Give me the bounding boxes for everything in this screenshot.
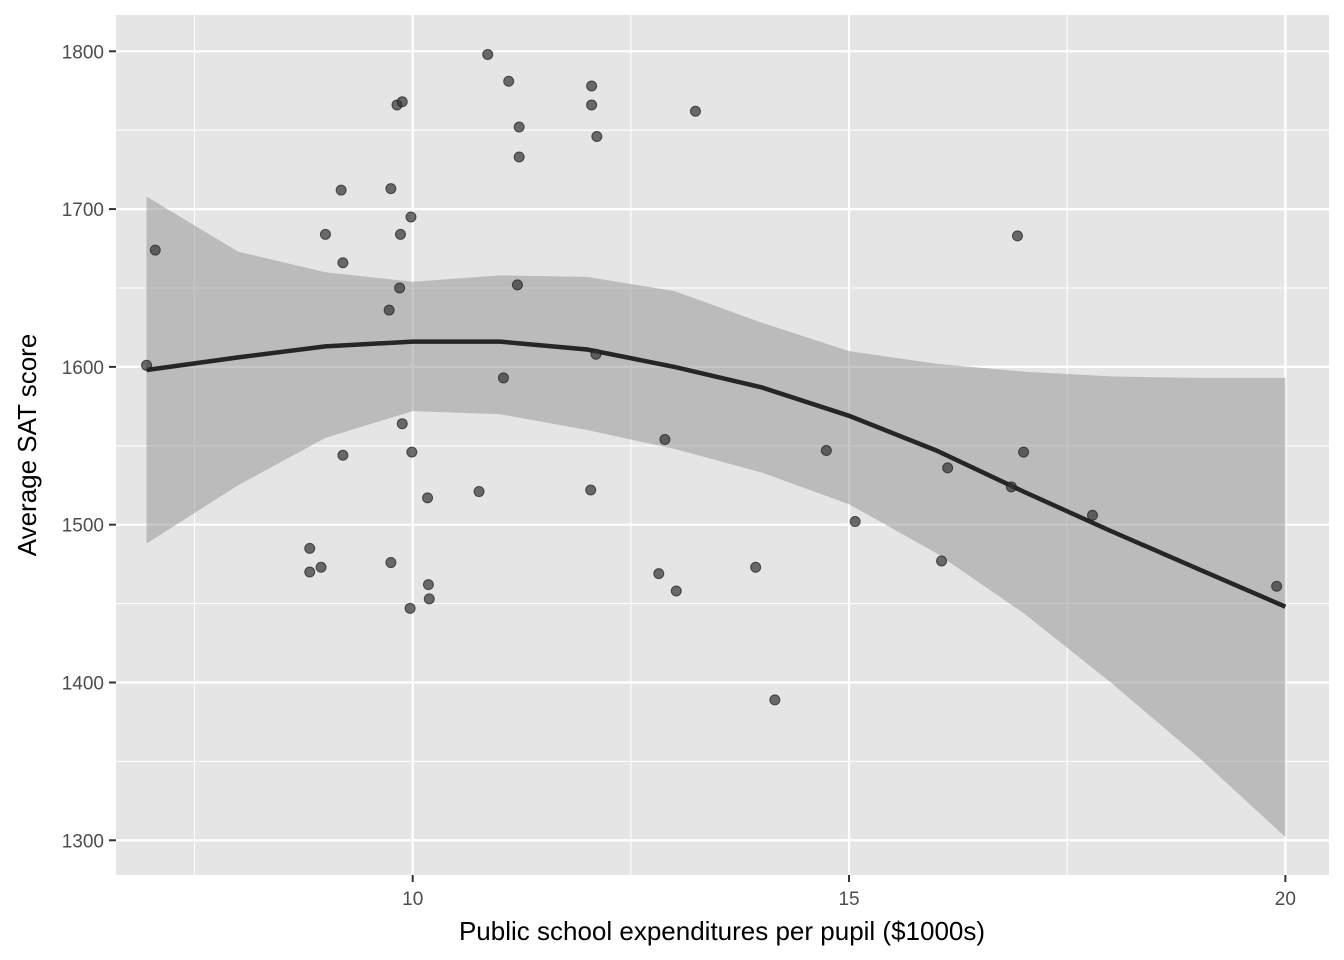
data-point — [585, 484, 597, 496]
y-tick-label: 1300 — [62, 831, 104, 852]
data-point — [586, 99, 598, 111]
data-point — [385, 183, 397, 195]
data-point — [591, 131, 603, 143]
data-point — [659, 433, 671, 445]
data-point — [141, 359, 153, 371]
data-point — [586, 80, 598, 92]
data-point — [513, 121, 525, 133]
data-point — [473, 486, 485, 498]
data-point — [385, 557, 397, 569]
data-point — [769, 694, 781, 706]
data-point — [1018, 446, 1030, 458]
data-point — [422, 579, 434, 591]
data-point — [653, 568, 665, 580]
data-point — [482, 48, 494, 60]
x-tick-label: 15 — [838, 889, 859, 910]
data-point — [689, 105, 701, 117]
data-point — [503, 75, 515, 87]
data-point — [1271, 580, 1283, 592]
data-point — [511, 279, 523, 291]
x-axis-ticks: 10 15 20 — [402, 875, 1296, 910]
data-point — [337, 449, 349, 461]
smooth-line — [146, 339, 1287, 609]
confidence-band — [146, 196, 1286, 838]
data-point — [304, 566, 316, 578]
data-point — [335, 184, 347, 196]
x-axis-title: Public school expenditures per pupil ($1… — [459, 916, 985, 946]
data-point — [497, 372, 509, 384]
y-tick-label: 1800 — [62, 42, 104, 63]
data-point — [304, 542, 316, 554]
y-tick-label: 1700 — [62, 200, 104, 221]
data-point — [1011, 230, 1023, 242]
data-point — [337, 257, 349, 269]
data-point — [396, 418, 408, 430]
data-point — [423, 593, 435, 605]
data-point — [942, 462, 954, 474]
y-tick-label: 1600 — [62, 358, 104, 379]
y-tick-label: 1400 — [62, 673, 104, 694]
data-point — [394, 228, 406, 240]
y-tick-label: 1500 — [62, 516, 104, 537]
data-point — [936, 555, 948, 567]
data-point — [670, 585, 682, 597]
data-point — [422, 492, 434, 504]
data-point — [319, 228, 331, 240]
x-tick-label: 10 — [402, 889, 423, 910]
data-point — [513, 151, 525, 163]
data-point — [1087, 509, 1099, 521]
data-point — [396, 96, 408, 108]
data-points — [141, 48, 1283, 706]
data-point — [383, 304, 395, 316]
x-tick-label: 20 — [1275, 889, 1296, 910]
data-point — [750, 561, 762, 573]
data-point — [315, 561, 327, 573]
y-axis-ticks: 1300 1400 1500 1600 1700 1800 — [62, 42, 116, 852]
data-point — [1005, 481, 1017, 493]
data-point — [405, 211, 417, 223]
data-point — [406, 446, 418, 458]
data-point — [394, 282, 406, 294]
data-point — [590, 348, 602, 360]
data-point — [149, 244, 161, 256]
data-point — [404, 602, 416, 614]
y-axis-title: Average SAT score — [12, 334, 42, 557]
data-point — [820, 445, 832, 457]
data-point — [849, 516, 861, 528]
